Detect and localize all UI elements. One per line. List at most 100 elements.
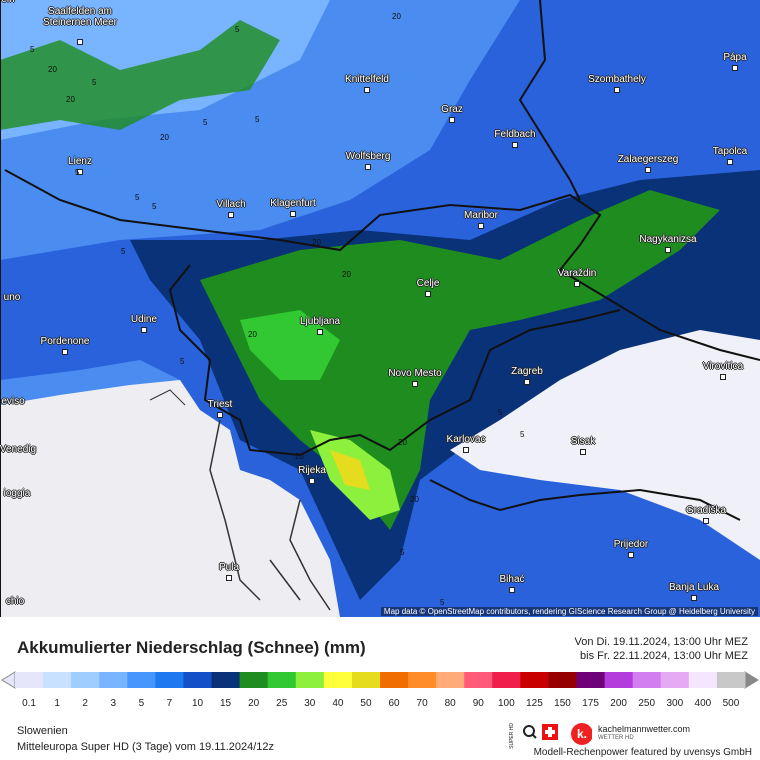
city-dot	[364, 87, 370, 93]
legend-swatch	[436, 672, 465, 688]
legend-swatch	[492, 672, 521, 688]
city-label: Sisak	[570, 436, 596, 447]
contour-label: 5	[30, 45, 35, 54]
city-dot	[478, 223, 484, 229]
legend-swatch	[183, 672, 213, 688]
city-dot	[226, 575, 232, 581]
city-dot	[463, 447, 469, 453]
city-dot	[580, 449, 586, 455]
city-dot	[727, 159, 733, 165]
city-dot	[412, 381, 418, 387]
legend-label: 7	[166, 698, 173, 709]
valid-from: Von Di. 19.11.2024, 13:00 Uhr MEZ	[574, 636, 748, 648]
city-label: Saalfelden am Steinernen Meer	[43, 6, 117, 28]
city-label: ioggia	[3, 488, 31, 499]
city-dot	[574, 281, 580, 287]
city-dot	[141, 327, 147, 333]
city-dot	[512, 142, 518, 148]
legend-label: 175	[582, 698, 599, 709]
city-label: eviso	[1, 396, 25, 407]
legend-label: 150	[554, 698, 571, 709]
legend-swatch	[632, 672, 662, 688]
city-label: Knittelfeld	[345, 74, 389, 85]
contour-label: 20	[248, 330, 257, 339]
city-dot	[665, 247, 671, 253]
city-dot	[720, 374, 726, 380]
legend-label: 5	[138, 698, 145, 709]
city-label: Klagenfurt	[270, 198, 316, 209]
city-label: Nagykanizsa	[639, 234, 697, 245]
legend-swatch	[716, 672, 746, 688]
city-dot	[425, 291, 431, 297]
city-label: Venedig	[0, 444, 37, 455]
legend-swatch	[688, 672, 718, 688]
legend-bar	[1, 671, 759, 689]
city-dot	[449, 117, 455, 123]
city-label: Prijedor	[613, 539, 649, 550]
legend-label: 1	[54, 698, 60, 709]
city-dot	[290, 211, 296, 217]
contour-label: 5	[520, 430, 525, 439]
contour-label: 5	[135, 193, 140, 202]
contour-label: 20	[312, 238, 321, 247]
region: Slowenien	[17, 725, 68, 737]
valid-to: bis Fr. 22.11.2024, 13:00 Uhr MEZ	[580, 650, 748, 662]
logos: k.	[523, 723, 592, 745]
attribution: Map data © OpenStreetMap contributors, r…	[380, 607, 758, 616]
city-dot	[691, 595, 697, 601]
legend-swatch	[239, 672, 269, 688]
city-label: Tapolca	[712, 146, 748, 157]
legend-swatch	[71, 672, 100, 688]
legend-swatch	[267, 672, 297, 688]
contour-label: 20	[410, 495, 419, 504]
city-label: Gradiška	[685, 505, 727, 516]
legend-label: 10	[191, 698, 204, 709]
map-background	[0, 0, 760, 617]
city-label: Bihać	[499, 574, 525, 585]
city-label: Karlovac	[446, 434, 486, 445]
city-dot	[628, 552, 634, 558]
legend-label: 100	[498, 698, 515, 709]
city-label: Lienz	[68, 156, 92, 167]
legend-label: 2	[82, 698, 88, 709]
city-dot	[645, 167, 651, 173]
contour-label: 20	[66, 95, 75, 104]
legend-label: 20	[248, 698, 260, 709]
city-label: Varaždin	[557, 268, 597, 279]
city-label: Maribor	[464, 210, 498, 221]
city-label: Novo Mesto	[388, 368, 442, 379]
legend-swatch	[43, 672, 72, 688]
legend-label: 30	[304, 698, 316, 709]
contour-label: 20	[295, 452, 304, 461]
legend-label: 0.1	[22, 698, 36, 709]
legend-swatch	[380, 672, 409, 688]
legend-swatch	[211, 672, 241, 688]
legend-label: 25	[276, 698, 288, 709]
legend-swatch	[520, 672, 549, 688]
city-label: Triest	[207, 399, 233, 410]
contour-label: 20	[48, 65, 57, 74]
contour-label: 5	[255, 115, 260, 124]
legend-swatch	[15, 672, 44, 688]
legend-swatch	[323, 672, 353, 688]
city-label: Szombathely	[588, 74, 646, 85]
legend-swatch	[604, 672, 634, 688]
city-label: Udine	[130, 314, 158, 325]
legend-swatch	[576, 672, 606, 688]
legend-label: 400	[694, 698, 712, 709]
brand: kachelmannwetter.com	[598, 724, 691, 734]
legend-label: 300	[666, 698, 684, 709]
contour-label: 5	[75, 168, 80, 177]
city-label: Rijeka	[298, 465, 326, 476]
legend-label: 70	[416, 698, 428, 709]
legend-label: 40	[332, 698, 344, 709]
city-label: Virovitica	[702, 361, 744, 372]
contour-label: 5	[203, 118, 208, 127]
city-dot	[365, 164, 371, 170]
logo-super: SUPER HD	[509, 723, 515, 749]
legend-swatch	[351, 672, 381, 688]
legend-label: 250	[638, 698, 656, 709]
legend-label: 80	[444, 698, 456, 709]
city-label: Ljubljana	[299, 316, 341, 327]
